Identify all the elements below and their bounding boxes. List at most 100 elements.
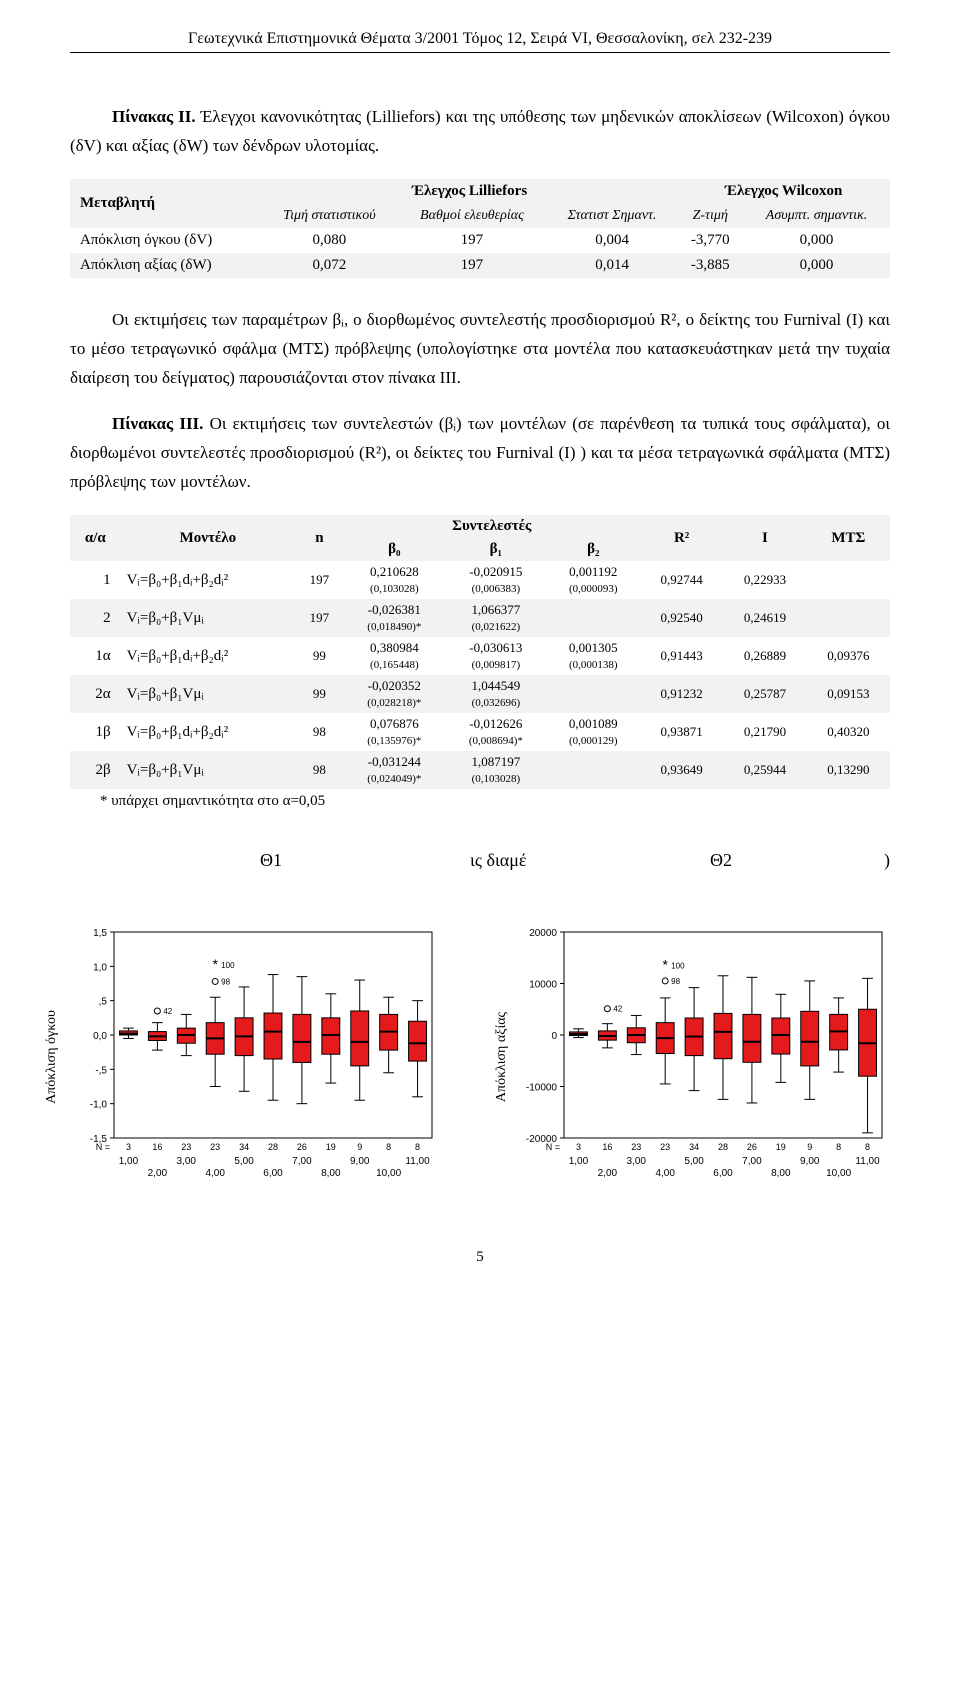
table-cell — [547, 599, 640, 637]
plot2-title: Θ2 — [710, 850, 732, 871]
svg-text:20000: 20000 — [529, 928, 557, 939]
table-cell: 0,92744 — [640, 561, 723, 599]
table-row: 2βVᵢ=β₀+β₁Vμᵢ98-0,031244(0,024049)*1,087… — [70, 751, 890, 789]
svg-text:42: 42 — [613, 1005, 622, 1014]
svg-text:34: 34 — [689, 1142, 699, 1152]
t3-h-b1: β₁ — [445, 538, 547, 561]
t2-sub-sig: Στατιστ Σημαντ. — [547, 204, 678, 228]
svg-text:11,00: 11,00 — [855, 1156, 880, 1167]
t3-h-model: Μοντέλο — [121, 515, 296, 561]
svg-text:N =: N = — [546, 1142, 560, 1152]
table-cell: -0,012626(0,008694)* — [445, 713, 547, 751]
table-cell: 0,001089(0,000129) — [547, 713, 640, 751]
t2-h-wilcoxon: Έλεγχος Wilcoxon — [677, 179, 890, 204]
svg-text:7,00: 7,00 — [292, 1156, 312, 1167]
table-cell: 1 — [70, 561, 121, 599]
table-cell: Vᵢ=β₀+β₁Vμᵢ — [121, 751, 296, 789]
table-cell: 0,25787 — [723, 675, 806, 713]
table-cell: 0,25944 — [723, 751, 806, 789]
svg-text:4,00: 4,00 — [205, 1168, 225, 1179]
svg-text:3: 3 — [576, 1142, 581, 1152]
svg-text:16: 16 — [602, 1142, 612, 1152]
table-cell: Vᵢ=β₀+β₁Vμᵢ — [121, 599, 296, 637]
svg-text:9: 9 — [807, 1142, 812, 1152]
svg-text:2,00: 2,00 — [148, 1168, 168, 1179]
table-cell: 2β — [70, 751, 121, 789]
svg-text:8: 8 — [865, 1142, 870, 1152]
svg-text:28: 28 — [268, 1142, 278, 1152]
boxplot-1: Απόκλιση όγκου -1,5-1,0-,50,0,51,01,5429… — [70, 924, 440, 1189]
svg-text:100: 100 — [221, 961, 235, 970]
table-cell: 0,210628(0,103028) — [344, 561, 446, 599]
boxplot-2: Απόκλιση αξίας -20000-100000100002000042… — [520, 924, 890, 1189]
table-cell: Vᵢ=β₀+β₁dᵢ+β₂dᵢ² — [121, 637, 296, 675]
svg-text:0,0: 0,0 — [93, 1031, 107, 1042]
table-cell: -0,030613(0,009817) — [445, 637, 547, 675]
table-row: 2αVᵢ=β₀+β₁Vμᵢ99-0,020352(0,028218)*1,044… — [70, 675, 890, 713]
svg-text:8,00: 8,00 — [321, 1168, 341, 1179]
table-cell: 0,13290 — [807, 751, 890, 789]
table-cell: 0,076876(0,135976)* — [344, 713, 446, 751]
t2-h-lilliefors: Έλεγχος Lilliefors — [262, 179, 678, 204]
t2-r1-v1: 197 — [397, 253, 547, 278]
table-cell: -0,020352(0,028218)* — [344, 675, 446, 713]
table-cell: 2α — [70, 675, 121, 713]
svg-text:9: 9 — [357, 1142, 362, 1152]
table-cell: Vᵢ=β₀+β₁dᵢ+β₂dᵢ² — [121, 561, 296, 599]
t3-h-i: I — [723, 515, 806, 561]
svg-text:8: 8 — [836, 1142, 841, 1152]
table-cell: 0,40320 — [807, 713, 890, 751]
plot1-title: Θ1 — [260, 850, 282, 871]
table-cell: Vᵢ=β₀+β₁Vμᵢ — [121, 675, 296, 713]
svg-text:-,5: -,5 — [95, 1065, 107, 1076]
svg-text:3,00: 3,00 — [627, 1156, 647, 1167]
svg-text:3,00: 3,00 — [177, 1156, 197, 1167]
svg-text:19: 19 — [776, 1142, 786, 1152]
svg-text:100: 100 — [671, 962, 685, 971]
boxplots-row: Απόκλιση όγκου -1,5-1,0-,50,0,51,01,5429… — [70, 924, 890, 1189]
table2-caption-label: Πίνακας II. — [112, 107, 196, 126]
t2-sub-z: Z-τιμή — [677, 204, 743, 228]
table-cell: 0,001192(0,000093) — [547, 561, 640, 599]
table-cell — [807, 599, 890, 637]
table-cell: 0,22933 — [723, 561, 806, 599]
mid-fragment: ις διαμέ — [470, 850, 526, 871]
svg-text:5,00: 5,00 — [234, 1156, 254, 1167]
svg-text:0: 0 — [551, 1031, 557, 1042]
table3-footnote: * υπάρχει σημαντικότητα στο α=0,05 — [100, 793, 890, 810]
svg-text:19: 19 — [326, 1142, 336, 1152]
svg-text:-1,0: -1,0 — [90, 1100, 108, 1111]
svg-text:1,00: 1,00 — [119, 1156, 139, 1167]
t2-r0-label: Απόκλιση όγκου (δV) — [70, 228, 262, 253]
svg-text:5,00: 5,00 — [684, 1156, 704, 1167]
table-row: 1αVᵢ=β₀+β₁dᵢ+β₂dᵢ²990,380984(0,165448)-0… — [70, 637, 890, 675]
table-cell: 0,21790 — [723, 713, 806, 751]
svg-text:9,00: 9,00 — [800, 1156, 820, 1167]
table-cell: 0,380984(0,165448) — [344, 637, 446, 675]
table2-caption: Πίνακας II. Έλεγχοι κανονικότητας (Lilli… — [70, 103, 890, 161]
svg-text:1,0: 1,0 — [93, 962, 107, 973]
svg-text:1,5: 1,5 — [93, 928, 107, 939]
table-cell: 0,09376 — [807, 637, 890, 675]
table-cell: 1,066377(0,021622) — [445, 599, 547, 637]
table3-caption-label: Πίνακας III. — [112, 414, 203, 433]
t2-r0-v3: -3,770 — [677, 228, 743, 253]
table-cell: 197 — [295, 561, 343, 599]
table-cell: 0,001305(0,000138) — [547, 637, 640, 675]
svg-text:6,00: 6,00 — [713, 1168, 733, 1179]
table-row: 1Vᵢ=β₀+β₁dᵢ+β₂dᵢ²1970,210628(0,103028)-0… — [70, 561, 890, 599]
t3-h-sun: Συντελεστές — [344, 515, 640, 538]
t2-r0-v0: 0,080 — [262, 228, 397, 253]
page-container: Γεωτεχνικά Επιστημονικά Θέματα 3/2001 Τό… — [0, 0, 960, 1306]
table-cell: 197 — [295, 599, 343, 637]
svg-text:*: * — [212, 956, 218, 972]
svg-text:N =: N = — [96, 1142, 110, 1152]
t3-h-b2: β₂ — [547, 538, 640, 561]
svg-text:7,00: 7,00 — [742, 1156, 762, 1167]
t2-h-var: Μεταβλητή — [70, 179, 262, 228]
svg-text:6,00: 6,00 — [263, 1168, 283, 1179]
t2-r0-v4: 0,000 — [743, 228, 890, 253]
plot2-ylabel: Απόκλιση αξίας — [494, 1012, 510, 1102]
t2-r1-v4: 0,000 — [743, 253, 890, 278]
page-number: 5 — [70, 1249, 890, 1266]
